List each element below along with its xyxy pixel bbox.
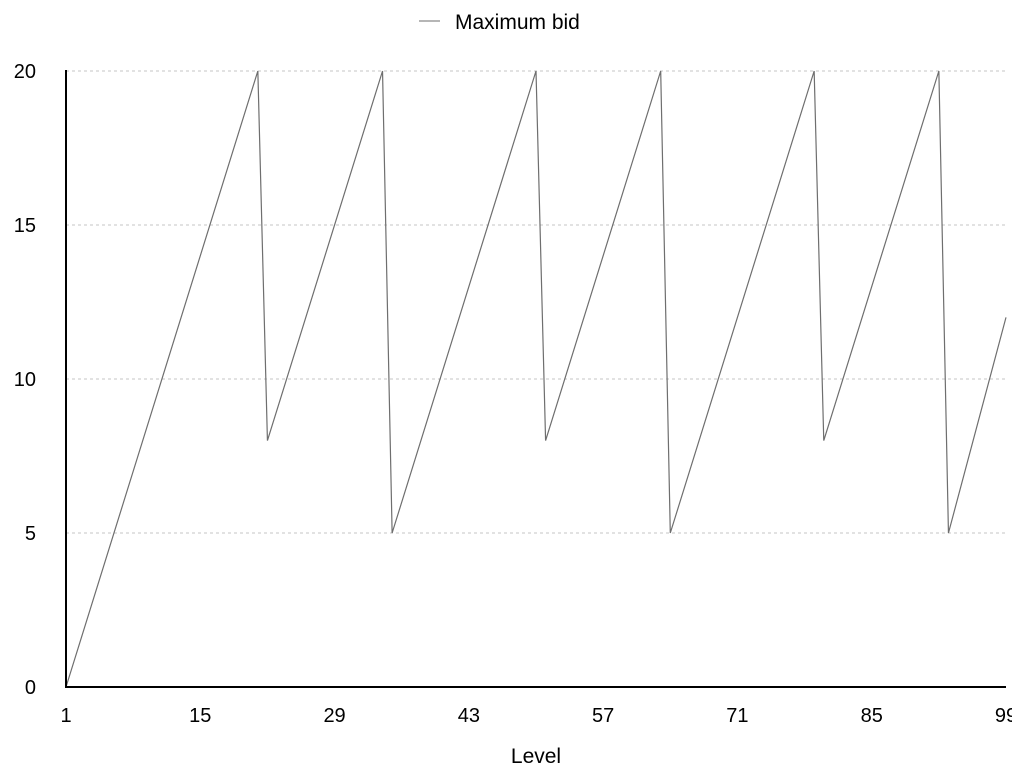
x-tick-label: 43 (458, 705, 480, 727)
y-axis-tick-labels: 0 5 10 15 20 (14, 61, 36, 699)
x-tick-label: 85 (861, 705, 883, 727)
x-axis-title: Level (511, 745, 561, 767)
x-tick-label: 71 (726, 705, 748, 727)
x-tick-label: 1 (60, 705, 71, 727)
legend: Maximum bid (419, 11, 580, 34)
gridlines (66, 70, 1006, 534)
y-tick-label: 20 (14, 61, 36, 83)
legend-label: Maximum bid (455, 11, 580, 34)
y-tick-label: 0 (25, 677, 36, 699)
x-tick-label: 57 (592, 705, 614, 727)
x-tick-label: 29 (323, 705, 345, 727)
x-axis-tick-labels: 1 15 29 43 57 71 85 99 (60, 705, 1012, 727)
x-tick-label: 99 (995, 705, 1012, 727)
series-layer (65, 70, 1007, 688)
y-tick-label: 15 (14, 215, 36, 237)
y-tick-label: 10 (14, 369, 36, 391)
x-tick-label: 15 (189, 705, 211, 727)
series-line-maximum-bid (65, 70, 1007, 688)
y-tick-label: 5 (25, 523, 36, 545)
